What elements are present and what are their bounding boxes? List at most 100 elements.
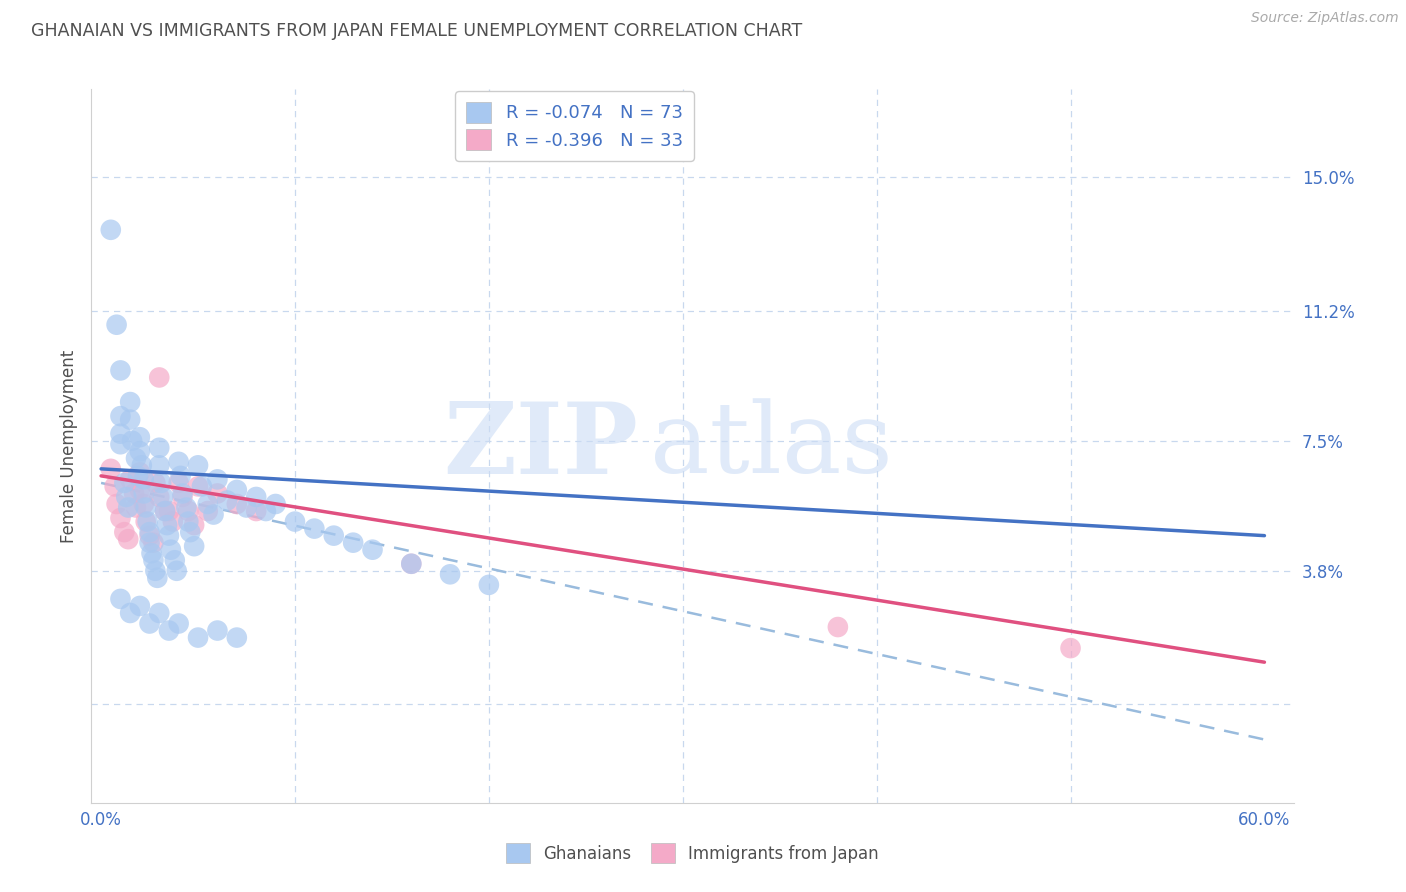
Point	[225, 631, 247, 645]
Point	[120, 395, 142, 409]
Point	[112, 525, 135, 540]
Point	[167, 616, 190, 631]
Point	[225, 497, 247, 511]
Point	[131, 458, 153, 473]
Text: GHANAIAN VS IMMIGRANTS FROM JAPAN FEMALE UNEMPLOYMENT CORRELATION CHART: GHANAIAN VS IMMIGRANTS FROM JAPAN FEMALE…	[31, 22, 803, 40]
Point	[112, 475, 135, 490]
Point	[245, 504, 267, 518]
Point	[322, 528, 344, 542]
Point	[183, 518, 205, 533]
Point	[187, 458, 209, 473]
Point	[187, 631, 209, 645]
Point	[148, 490, 170, 504]
Point	[132, 497, 155, 511]
Point	[202, 508, 225, 522]
Point	[128, 444, 150, 458]
Point	[120, 472, 142, 486]
Legend: Ghanaians, Immigrants from Japan: Ghanaians, Immigrants from Japan	[499, 837, 886, 870]
Point	[138, 525, 160, 540]
Point	[145, 564, 167, 578]
Point	[245, 490, 267, 504]
Point	[361, 542, 384, 557]
Point	[117, 532, 139, 546]
Point	[120, 412, 142, 426]
Point	[122, 486, 145, 500]
Point	[172, 486, 194, 500]
Point	[156, 518, 179, 533]
Point	[132, 472, 155, 486]
Point	[284, 515, 307, 529]
Point	[183, 539, 205, 553]
Point	[179, 525, 201, 540]
Point	[145, 475, 167, 490]
Point	[478, 578, 501, 592]
Point	[162, 515, 184, 529]
Point	[110, 409, 132, 424]
Point	[207, 486, 229, 500]
Point	[136, 515, 159, 529]
Point	[120, 606, 142, 620]
Point	[117, 500, 139, 515]
Point	[401, 557, 423, 571]
Point	[187, 479, 209, 493]
Point	[138, 535, 160, 549]
Point	[827, 620, 849, 634]
Point	[135, 500, 157, 515]
Point	[110, 437, 132, 451]
Point	[401, 557, 423, 571]
Point	[197, 504, 219, 518]
Point	[138, 616, 160, 631]
Point	[153, 504, 176, 518]
Point	[148, 441, 170, 455]
Point	[148, 606, 170, 620]
Point	[128, 430, 150, 444]
Point	[254, 504, 277, 518]
Point	[121, 434, 143, 448]
Point	[100, 462, 122, 476]
Point	[148, 370, 170, 384]
Point	[167, 475, 190, 490]
Point	[177, 504, 200, 518]
Point	[304, 522, 326, 536]
Point	[217, 493, 239, 508]
Point	[191, 479, 214, 493]
Point	[128, 599, 150, 613]
Point	[207, 472, 229, 486]
Text: ZIP: ZIP	[443, 398, 638, 494]
Point	[115, 490, 138, 504]
Point	[153, 504, 176, 518]
Point	[225, 483, 247, 497]
Y-axis label: Female Unemployment: Female Unemployment	[59, 350, 77, 542]
Point	[105, 318, 128, 332]
Point	[127, 468, 149, 483]
Point	[157, 504, 180, 518]
Point	[160, 542, 183, 557]
Point	[128, 483, 150, 497]
Point	[157, 528, 180, 542]
Text: atlas: atlas	[651, 398, 893, 494]
Point	[135, 515, 157, 529]
Point	[166, 564, 188, 578]
Point	[142, 553, 165, 567]
Point	[150, 475, 173, 490]
Point	[125, 451, 148, 466]
Point	[110, 426, 132, 441]
Point	[176, 500, 198, 515]
Point	[148, 458, 170, 473]
Point	[128, 466, 150, 480]
Point	[141, 546, 163, 560]
Point	[167, 455, 190, 469]
Point	[152, 490, 174, 504]
Point	[439, 567, 461, 582]
Point	[177, 515, 200, 529]
Point	[110, 591, 132, 606]
Point	[138, 528, 160, 542]
Point	[146, 571, 169, 585]
Point	[125, 500, 148, 515]
Point	[105, 497, 128, 511]
Point	[163, 553, 186, 567]
Point	[157, 624, 180, 638]
Text: Source: ZipAtlas.com: Source: ZipAtlas.com	[1251, 11, 1399, 25]
Point	[172, 490, 194, 504]
Point	[235, 500, 257, 515]
